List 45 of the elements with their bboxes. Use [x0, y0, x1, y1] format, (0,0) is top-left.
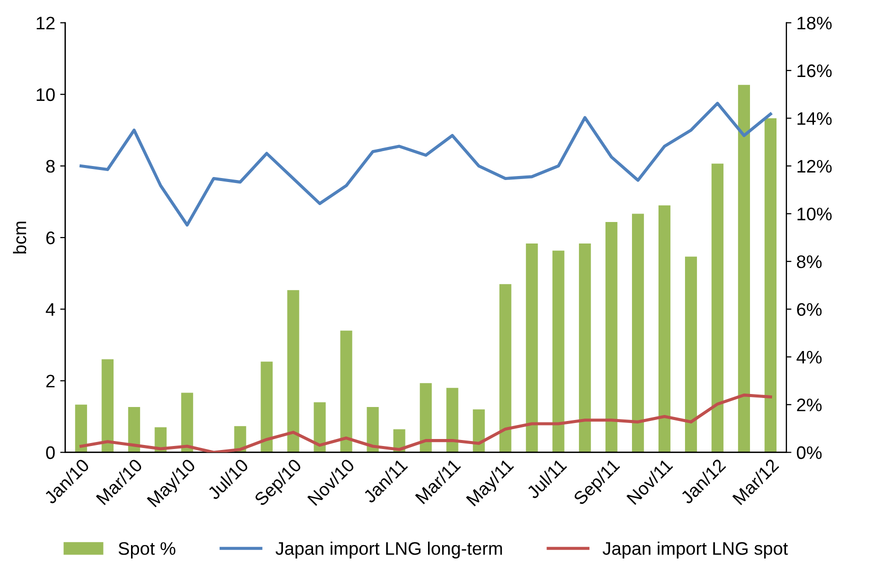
- legend-label: Japan import LNG spot: [602, 542, 788, 558]
- legend-label: Spot %: [118, 542, 176, 558]
- line-series: [80, 102, 772, 227]
- y2-tick-label: 4%: [796, 350, 822, 364]
- y-tick-label: 8: [46, 160, 55, 173]
- bar: [287, 290, 300, 452]
- y2-tick-label: 12%: [798, 160, 832, 173]
- y2-tick-label: 18%: [798, 16, 832, 30]
- bar: [605, 222, 618, 452]
- bar: [260, 362, 273, 452]
- bar: [102, 359, 114, 452]
- bar: [738, 84, 750, 452]
- bar: [420, 383, 432, 452]
- y-tick-label: 2: [46, 374, 55, 388]
- bar: [499, 284, 512, 452]
- bar: [712, 164, 724, 452]
- bar: [446, 388, 458, 452]
- y2-tick-label: 8%: [796, 255, 822, 268]
- bar: [632, 214, 644, 452]
- bar: [526, 244, 538, 452]
- y-tick-label: 6: [46, 231, 55, 244]
- line-series: [80, 394, 772, 452]
- bar: [764, 118, 776, 452]
- bar: [75, 404, 88, 452]
- y-tick-label: 10: [36, 88, 55, 102]
- bar: [314, 402, 326, 452]
- bar: [181, 392, 194, 452]
- y-tick-label: 12: [36, 16, 55, 30]
- y-tick-label: 0: [46, 446, 55, 460]
- bar: [340, 330, 352, 452]
- y2-tick-label: 10%: [798, 208, 832, 220]
- y2-tick-label: 6%: [797, 303, 822, 316]
- y2-tick-label: 16%: [798, 64, 832, 78]
- bar: [685, 256, 697, 452]
- y2-tick-label: 0%: [796, 446, 822, 460]
- y2-tick-label: 14%: [798, 112, 832, 125]
- y2-tick-label: 2%: [797, 398, 822, 412]
- legend-label: Japan import LNG long-term: [276, 542, 502, 558]
- y-axis-title: bcm: [12, 222, 26, 254]
- bar: [128, 407, 140, 452]
- bar: [578, 244, 591, 452]
- y-tick-label: 4: [46, 303, 55, 316]
- bar: [552, 250, 564, 452]
- bar: [472, 409, 485, 452]
- bar: [658, 205, 670, 452]
